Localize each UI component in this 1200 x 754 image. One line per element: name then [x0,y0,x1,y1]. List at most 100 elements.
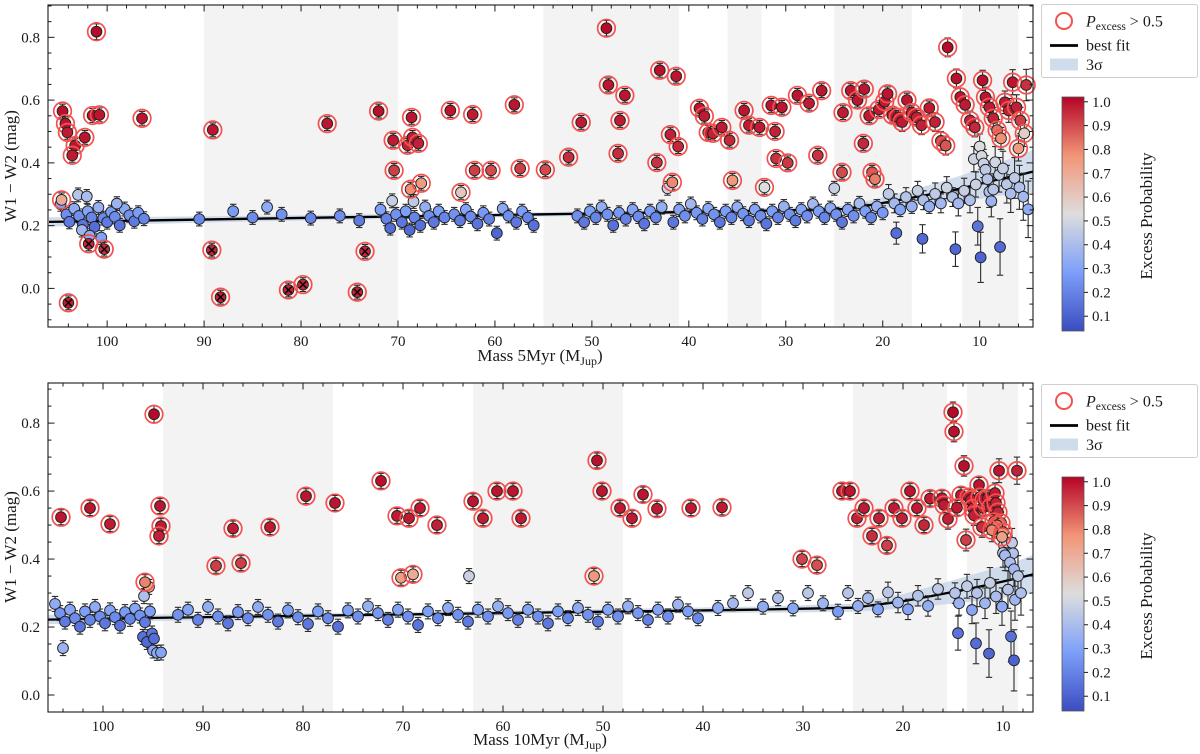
data-point [974,251,987,264]
x-tick-label: 90 [197,334,212,350]
data-point [84,614,96,626]
data-point [262,608,274,621]
excess-ring [149,526,169,546]
data-point [976,74,989,87]
legend-bottom: Pexcess > 0.5 best fit 3σ [1041,384,1198,458]
data-point [685,502,697,514]
legend-label-sigma: 3σ [1086,437,1103,454]
data-point [953,597,965,610]
data-point [321,117,334,130]
x-tick-label: 60 [487,334,502,350]
x-tick-label: 80 [294,334,309,350]
excess-ring [403,564,423,585]
data-point [698,110,711,122]
mass-bin-band [163,383,333,712]
excess-ring [75,127,95,148]
data-point [396,216,408,229]
excess-ring [598,75,619,95]
data-point [522,211,534,224]
y-tick-label: 0.0 [21,281,40,297]
data-point [940,181,953,194]
data-point [375,475,387,487]
data-point [714,216,726,229]
data-point [66,149,79,162]
data-point [791,89,804,102]
data-point [662,610,674,623]
data-point [472,603,484,616]
data-point [672,598,684,611]
y-axis-label-bottom: W1 − W2 (mag) [1,491,20,603]
x-tick-label: 60 [496,719,511,735]
data-point [144,605,156,618]
excess-ring [347,282,367,302]
data-point [264,521,276,533]
data-point [329,497,341,509]
data-point [950,72,963,85]
excess-ring [535,160,555,180]
data-point [483,213,495,225]
data-point [890,227,903,240]
data-point [454,214,466,227]
excess-ring [596,18,617,38]
data-point [61,126,74,139]
data-point [653,64,666,77]
data-point [836,166,848,179]
excess-ring [662,172,683,192]
data-point [961,580,973,593]
data-point [619,213,632,225]
data-point [578,216,590,229]
colorbar-tick-label: 0.3 [1092,642,1111,658]
colorbar-tick-label: 0.6 [1092,570,1111,586]
excess-ring [440,100,460,121]
data-point [758,181,771,194]
colorbar-tick-label: 0.5 [1092,214,1111,230]
data-point [970,637,982,650]
data-point [491,227,503,240]
x-tick-label: 100 [96,334,119,350]
data-point [387,134,399,147]
flagged-cross-icon [299,280,307,289]
data-point [802,587,814,599]
data-point [772,592,784,604]
data-point [212,610,224,623]
data-point [996,600,1008,613]
excess-ring [931,131,951,151]
data-point [754,210,767,222]
data-point [789,214,802,227]
data-point [803,97,815,110]
data-point [979,597,991,610]
plot-frame [47,4,1034,328]
data-point [989,156,1002,169]
excess-ring [94,239,114,259]
data-point [708,208,720,221]
data-point [1012,142,1025,155]
data-point [1018,127,1031,140]
data-point [572,602,584,614]
data-point [202,601,214,613]
data-point [727,597,739,610]
data-point [952,197,965,210]
data-point [958,460,970,472]
data-point [515,512,527,525]
excess-ring [647,152,667,173]
x-tick-label: 10 [972,334,987,350]
flagged-cross-icon [84,240,93,248]
data-point [74,620,86,633]
data-point [55,194,68,206]
data-point [916,232,929,245]
data-point [858,502,870,514]
data-point [227,522,239,535]
data-point [84,502,96,514]
data-point [882,188,895,200]
data-point [949,587,961,599]
colorbar-gradient [1061,96,1085,332]
data-point [664,128,677,141]
data-point [582,608,594,621]
excess-ring [808,145,828,165]
data-point [408,211,421,224]
excess-ring [410,498,430,518]
excess-ring [384,160,404,181]
data-point [403,224,416,236]
colorbar-tick-label: 0.2 [1092,285,1111,301]
data-point [738,104,750,117]
